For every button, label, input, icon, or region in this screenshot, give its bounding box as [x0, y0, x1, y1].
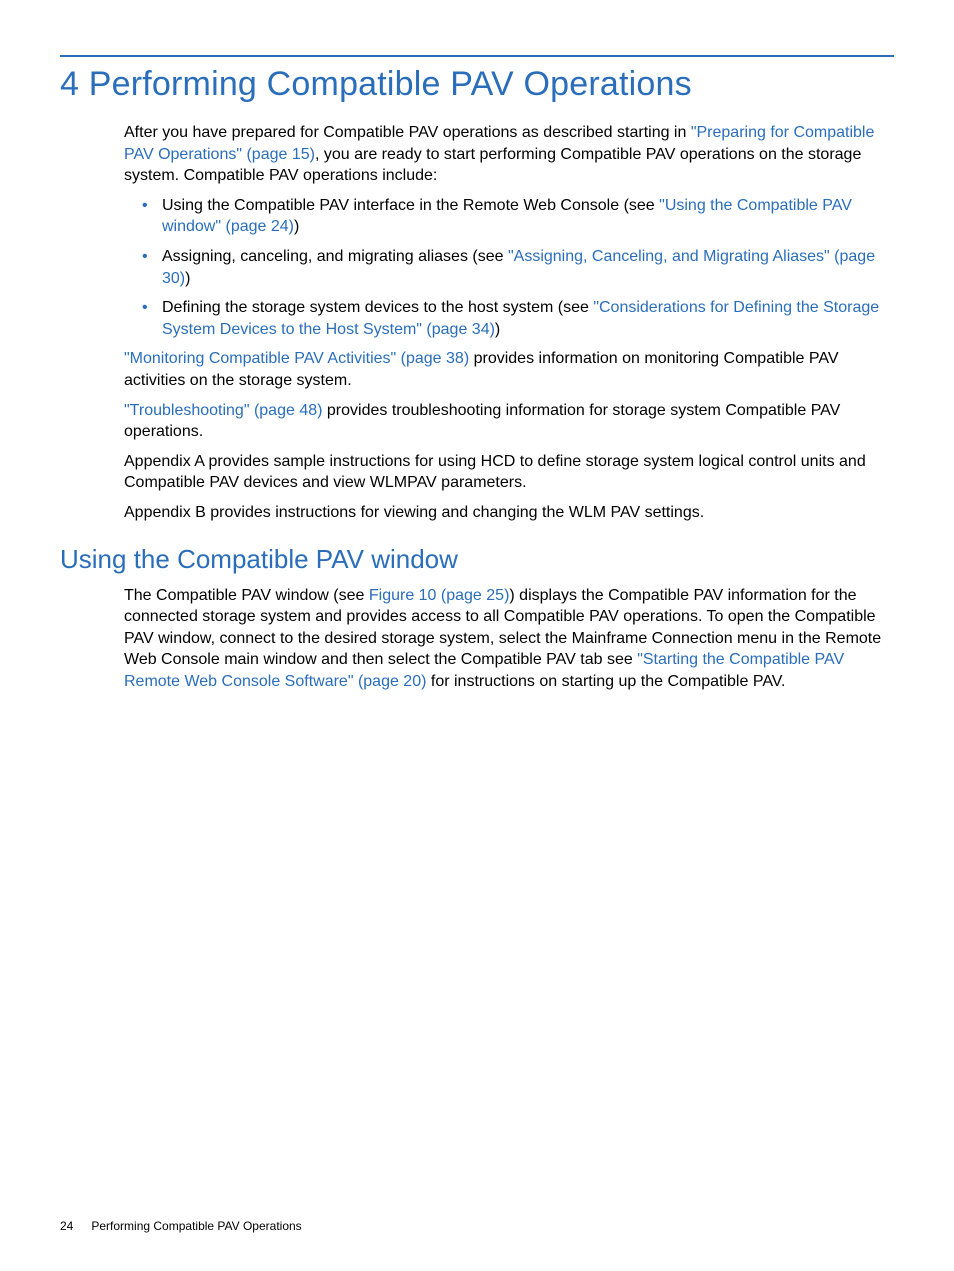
bullet2-pre: Assigning, canceling, and migrating alia… [162, 248, 508, 265]
intro-pre: After you have prepared for Compatible P… [124, 124, 691, 141]
operations-list: Using the Compatible PAV interface in th… [124, 195, 894, 341]
page-content: 4 Performing Compatible PAV Operations A… [0, 0, 954, 692]
list-item: Assigning, canceling, and migrating alia… [148, 246, 894, 289]
appendix-a-paragraph: Appendix A provides sample instructions … [124, 451, 894, 494]
chapter-body: After you have prepared for Compatible P… [60, 122, 894, 524]
bullet2-post: ) [185, 270, 190, 287]
bullet3-pre: Defining the storage system devices to t… [162, 299, 593, 316]
troubleshooting-paragraph: "Troubleshooting" (page 48) provides tro… [124, 400, 894, 443]
section-paragraph: The Compatible PAV window (see Figure 10… [124, 585, 894, 693]
intro-paragraph: After you have prepared for Compatible P… [124, 122, 894, 187]
list-item: Using the Compatible PAV interface in th… [148, 195, 894, 238]
footer-label: Performing Compatible PAV Operations [91, 1219, 301, 1233]
sec-post: for instructions on starting up the Comp… [426, 673, 785, 690]
bullet3-post: ) [495, 321, 500, 338]
link-figure10[interactable]: Figure 10 (page 25) [369, 587, 510, 604]
monitoring-paragraph: "Monitoring Compatible PAV Activities" (… [124, 348, 894, 391]
page-number: 24 [60, 1219, 73, 1233]
chapter-title: 4 Performing Compatible PAV Operations [60, 65, 894, 104]
link-troubleshooting[interactable]: "Troubleshooting" (page 48) [124, 402, 322, 419]
section-title: Using the Compatible PAV window [60, 544, 894, 575]
appendix-b-paragraph: Appendix B provides instructions for vie… [124, 502, 894, 524]
bullet1-post: ) [294, 218, 299, 235]
sec-pre: The Compatible PAV window (see [124, 587, 369, 604]
page-footer: 24 Performing Compatible PAV Operations [60, 1219, 302, 1233]
top-rule [60, 55, 894, 57]
bullet1-pre: Using the Compatible PAV interface in th… [162, 197, 659, 214]
list-item: Defining the storage system devices to t… [148, 297, 894, 340]
link-monitoring[interactable]: "Monitoring Compatible PAV Activities" (… [124, 350, 469, 367]
section-body: The Compatible PAV window (see Figure 10… [60, 585, 894, 693]
